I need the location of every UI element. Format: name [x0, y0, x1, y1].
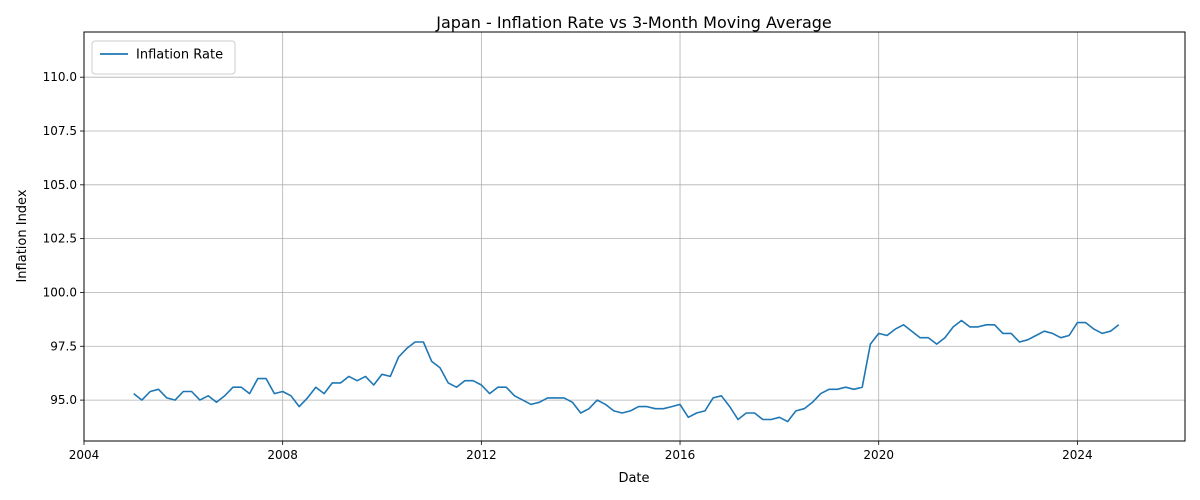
legend-box [91, 40, 236, 75]
y-tick-label: 105.0 [43, 178, 77, 192]
x-tick-label: 2008 [267, 448, 298, 462]
y-tick-label: 97.5 [50, 339, 77, 353]
x-tick-label: 2012 [466, 448, 497, 462]
chart-title: Japan - Inflation Rate vs 3-Month Moving… [435, 13, 832, 32]
y-axis: 95.0 97.5 100.0 102.5 105.0 107.5 110.0 [43, 70, 84, 407]
plot-frame [83, 31, 1186, 442]
y-tick-label: 100.0 [43, 285, 77, 299]
x-tick-label: 2020 [863, 448, 894, 462]
legend-label: Inflation Rate [136, 48, 223, 63]
y-tick-label: 102.5 [43, 232, 77, 246]
x-axis-label: Date [618, 471, 649, 486]
y-tick-label: 95.0 [50, 393, 77, 407]
x-axis: 2004 2008 2012 2016 2020 2024 [69, 441, 1093, 462]
series-line-0 [133, 319, 1120, 423]
y-tick-label: 107.5 [43, 124, 77, 138]
series-layer [133, 319, 1120, 423]
y-axis-label: Inflation Index [15, 189, 30, 282]
x-tick-label: 2024 [1062, 448, 1093, 462]
x-tick-label: 2016 [665, 448, 696, 462]
legend: Inflation Rate [91, 40, 236, 75]
y-tick-label: 110.0 [43, 70, 77, 84]
x-tick-label: 2004 [69, 448, 100, 462]
grid [83, 32, 1185, 441]
